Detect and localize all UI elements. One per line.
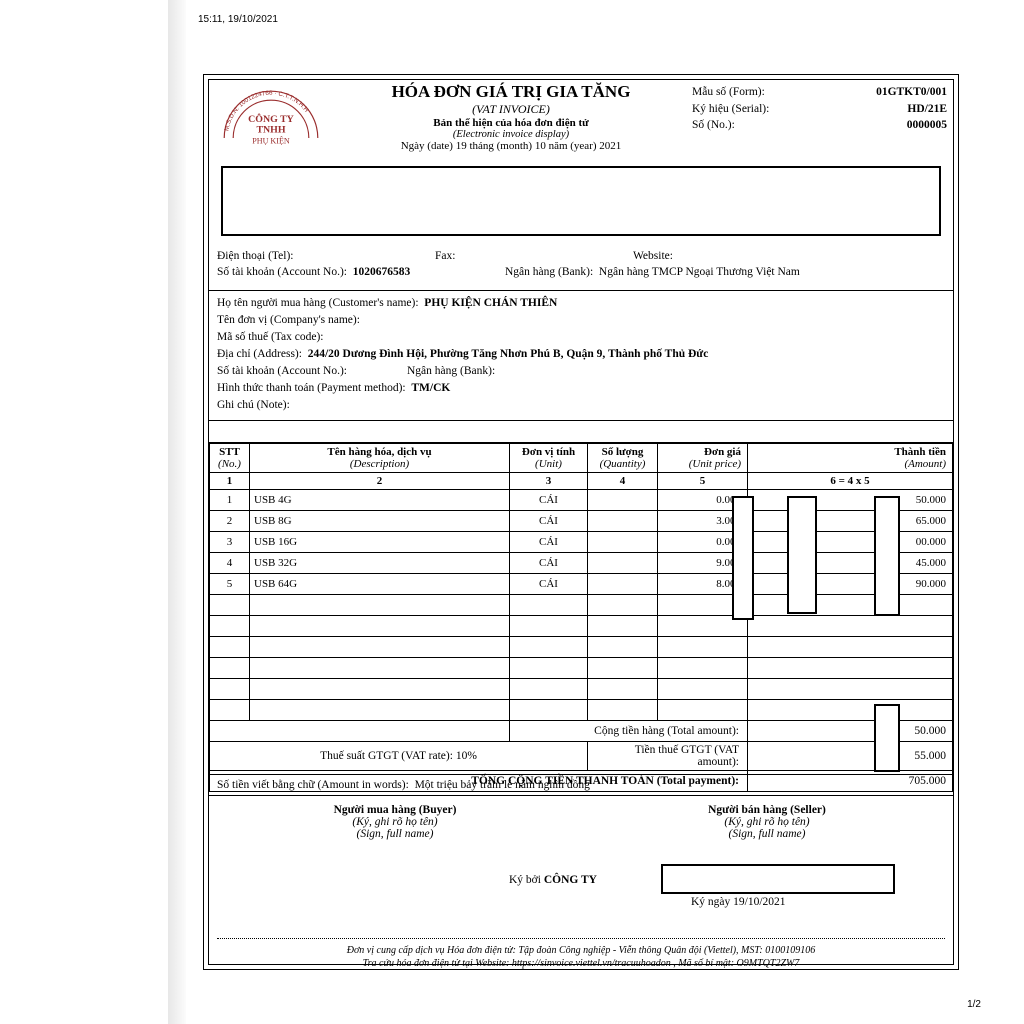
invoice-inner: M.S.D.N: 1001224766 · C.T.T.N.H.H CÔNG T… [208, 79, 954, 965]
table-row: 3USB 16GCÁI0.00000.000 [210, 532, 953, 553]
stamp-line3: PHỤ KIỆN [252, 135, 290, 145]
sign-date-value: 19/10/2021 [733, 896, 785, 908]
table-row: 1USB 4GCÁI0.00050.000 [210, 490, 953, 511]
doc-title-en: (VAT INVOICE) [329, 102, 693, 117]
redaction-signature [661, 864, 895, 894]
seller-sig-title: Người bán hàng (Seller) [589, 804, 945, 816]
form-value: 01GTKT0/001 [876, 84, 947, 101]
no-label: Số (No.): [692, 117, 735, 134]
footer-line1: Đơn vị cung cấp dịch vụ Hóa đơn điện tử:… [217, 944, 945, 957]
doc-date: Ngày (date) 19 tháng (month) 10 năm (yea… [329, 140, 693, 152]
buyer-addr: 244/20 Dương Đình Hội, Phường Tăng Nhơn … [308, 348, 709, 360]
serial-value: HD/21E [907, 101, 947, 118]
signatures: Người mua hàng (Buyer) (Ký, ghi rõ họ tê… [209, 800, 953, 844]
subtotal-value: 50.000 [748, 721, 953, 742]
sign-date-label: Ký ngày [691, 896, 730, 908]
stamp-outer-text: M.S.D.N: 1001224766 · C.T.T.N.H.H [223, 90, 310, 132]
doc-subtitle: Bản thể hiện của hóa đơn điện tử [329, 117, 693, 129]
amount-in-words-row: Số tiền viết bằng chữ (Amount in words):… [209, 774, 953, 796]
table-row: 5USB 64GCÁI8.00090.000 [210, 574, 953, 595]
tel-label: Điện thoại (Tel): [217, 250, 293, 262]
table-row-blank [210, 637, 953, 658]
buyer-pay-label: Hình thức thanh toán (Payment method): [217, 382, 406, 394]
header-row: M.S.D.N: 1001224766 · C.T.T.N.H.H CÔNG T… [209, 80, 953, 166]
signed-by-company: CÔNG TY [544, 874, 597, 886]
acct-label: Số tài khoản (Account No.): [217, 266, 347, 278]
invoice-sheet: M.S.D.N: 1001224766 · C.T.T.N.H.H CÔNG T… [203, 74, 959, 970]
items-subhead-row: 123 456 = 4 x 5 [210, 473, 953, 490]
redaction-seller-block [221, 166, 941, 236]
svg-text:M.S.D.N: 1001224766 · C.T.T.N.: M.S.D.N: 1001224766 · C.T.T.N.H.H [223, 90, 310, 132]
items-block: STT(No.) Tên hàng hóa, dịch vụ(Descripti… [209, 442, 953, 792]
doc-subtitle-en: (Electronic invoice display) [329, 129, 693, 140]
words-value: Một triệu bảy trăm lẻ năm nghìn đồng [415, 779, 590, 791]
subtotal-label: Cộng tiền hàng (Total amount): [510, 721, 748, 742]
buyer-pay: TM/CK [411, 382, 450, 394]
buyer-company-label: Tên đơn vị (Company's name): [217, 314, 360, 326]
table-row: 4USB 32GCÁI9.00045.000 [210, 553, 953, 574]
words-label: Số tiền viết bằng chữ (Amount in words): [217, 779, 409, 791]
buyer-sig-l1: (Ký, ghi rõ họ tên) [217, 816, 573, 828]
items-table: STT(No.) Tên hàng hóa, dịch vụ(Descripti… [209, 443, 953, 792]
form-label: Mẫu số (Form): [692, 84, 765, 101]
buyer-acct-label: Số tài khoản (Account No.): [217, 365, 347, 377]
seller-contact: Điện thoại (Tel): Fax: Website: Số tài k… [217, 250, 945, 282]
page-number: 1/2 [967, 999, 981, 1010]
buyer-bank-label: Ngân hàng (Bank): [407, 365, 495, 377]
table-row-blank [210, 700, 953, 721]
bank-value: Ngân hàng TMCP Ngoại Thương Việt Nam [599, 266, 800, 278]
no-value: 0000005 [907, 117, 947, 134]
footer: Đơn vị cung cấp dịch vụ Hóa đơn điện tử:… [217, 944, 945, 970]
acct-value: 1020676583 [353, 266, 411, 278]
seller-sig-l2: (Sign, full name) [589, 828, 945, 840]
items-header-row: STT(No.) Tên hàng hóa, dịch vụ(Descripti… [210, 444, 953, 473]
buyer-sig-title: Người mua hàng (Buyer) [217, 804, 573, 816]
fax-label: Fax: [435, 250, 455, 262]
scan-shadow [168, 0, 186, 1024]
table-row-blank [210, 679, 953, 700]
vat-value: 55.000 [748, 742, 953, 771]
stamp-line2: TNHH [256, 125, 285, 136]
table-row-blank [210, 616, 953, 637]
buyer-note-label: Ghi chú (Note): [217, 399, 290, 411]
serial-label: Ký hiệu (Serial): [692, 101, 769, 118]
doc-title: HÓA ĐƠN GIÁ TRỊ GIA TĂNG [329, 82, 693, 102]
signed-by-label: Ký bởi [509, 874, 541, 886]
scan-timestamp: 15:11, 19/10/2021 [198, 14, 278, 25]
table-row: 2USB 8GCÁI3.00065.000 [210, 511, 953, 532]
buyer-sig-l2: (Sign, full name) [217, 828, 573, 840]
vat-label: Tiền thuế GTGT (VAT amount): [588, 742, 748, 771]
buyer-box: Họ tên người mua hàng (Customer's name):… [209, 290, 953, 421]
bank-label: Ngân hàng (Bank): [505, 266, 593, 278]
buyer-name: PHỤ KIỆN CHÁN THIÊN [424, 297, 557, 309]
buyer-name-label: Họ tên người mua hàng (Customer's name): [217, 297, 419, 309]
vat-rate: Thuế suất GTGT (VAT rate): 10% [210, 742, 588, 771]
buyer-tax-label: Mã số thuế (Tax code): [217, 331, 324, 343]
stamp-line1: CÔNG TY [248, 112, 294, 125]
table-row-blank [210, 595, 953, 616]
footer-line2: Tra cứu hóa đơn điện tử tại Website: htt… [217, 957, 945, 970]
table-row-blank [210, 658, 953, 679]
web-label: Website: [633, 250, 673, 262]
seller-sig-l1: (Ký, ghi rõ họ tên) [589, 816, 945, 828]
buyer-addr-label: Địa chỉ (Address): [217, 348, 302, 360]
footer-separator [217, 938, 945, 939]
